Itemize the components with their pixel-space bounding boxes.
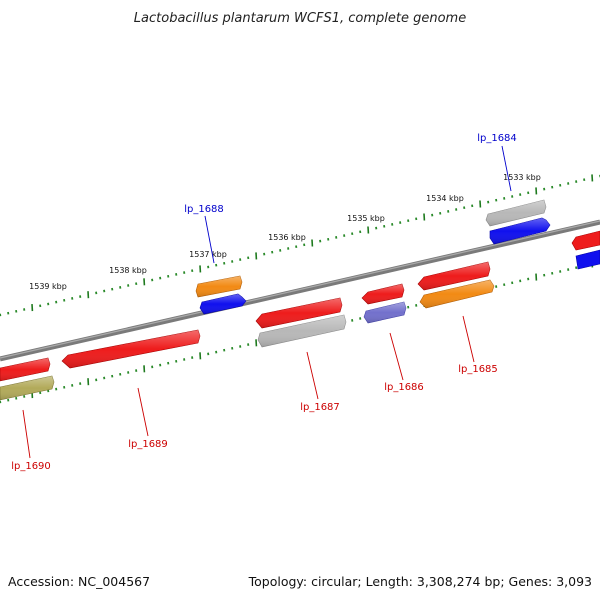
accession-text: Accession: NC_004567 (8, 574, 150, 589)
page-title: Lactobacillus plantarum WCFS1, complete … (134, 11, 466, 26)
label-leaders (22, 145, 512, 459)
kbp-tick-label: 1533 kbp (503, 173, 541, 182)
kbp-tick-label: 1535 kbp (347, 214, 385, 223)
gene-label-lp-1688[interactable]: lp_1688 (184, 204, 224, 215)
gene-labels: lp_1684 lp_1688 lp_1685 lp_1686 lp_1687 … (11, 133, 517, 472)
kbp-tick-label: 1539 kbp (29, 282, 67, 291)
kbp-tick-label: 1534 kbp (426, 194, 464, 203)
gene-label-lp-1689[interactable]: lp_1689 (128, 439, 168, 450)
gene-label-lp-1685[interactable]: lp_1685 (458, 364, 498, 375)
kbp-tick-label: 1537 kbp (189, 250, 227, 259)
gene-label-lp-1686[interactable]: lp_1686 (384, 382, 424, 393)
kbp-scale: 1533 kbp 1534 kbp 1535 kbp 1536 kbp 1537… (29, 173, 541, 291)
gene-red-edge[interactable] (571, 230, 600, 251)
gene-blue-edge[interactable] (575, 249, 600, 270)
gene-label-lp-1687[interactable]: lp_1687 (300, 402, 340, 413)
gene-label-lp-1684[interactable]: lp_1684 (477, 133, 517, 144)
genome-summary-text: Topology: circular; Length: 3,308,274 bp… (248, 574, 592, 589)
kbp-tick-label: 1536 kbp (268, 233, 306, 242)
genome-backbone (0, 219, 600, 362)
gene-label-lp-1690[interactable]: lp_1690 (11, 461, 51, 472)
kbp-tick-label: 1538 kbp (109, 266, 147, 275)
outer-tick-track (0, 174, 600, 317)
gene-features (0, 199, 600, 401)
